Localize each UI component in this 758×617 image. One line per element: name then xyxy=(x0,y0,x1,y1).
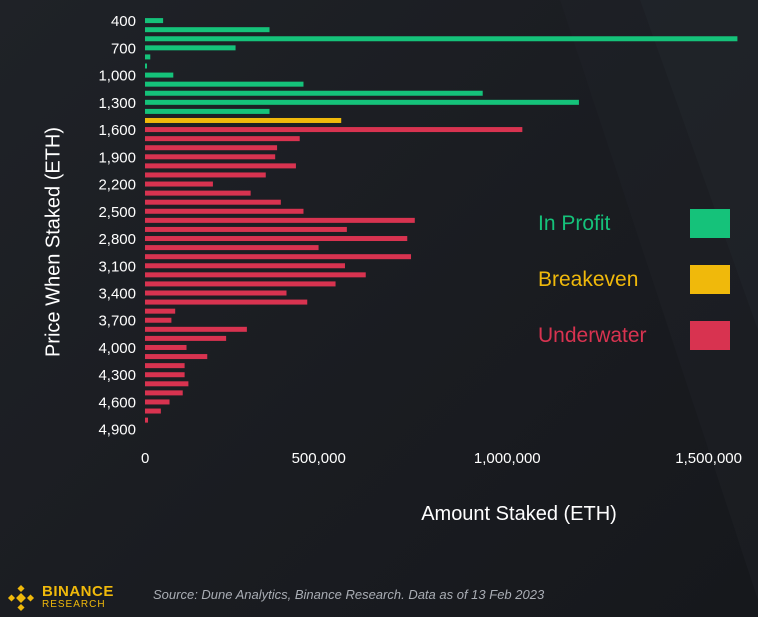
legend-label: Breakeven xyxy=(538,268,638,291)
binance-research-logo: BINANCE RESEARCH xyxy=(6,584,136,612)
bar-2500 xyxy=(145,208,304,214)
bar-3100 xyxy=(145,263,345,269)
bar-2400 xyxy=(145,199,281,205)
y-tick-label: 1,300 xyxy=(98,95,136,112)
bar-1700 xyxy=(145,136,300,142)
y-tick-label: 1,000 xyxy=(98,68,136,85)
y-tick-label: 1,900 xyxy=(98,149,136,166)
bar-2700 xyxy=(145,226,347,232)
y-tick-label: 400 xyxy=(111,13,136,30)
legend-swatch xyxy=(690,265,730,294)
bar-2200 xyxy=(145,181,213,187)
bar-500 xyxy=(145,27,270,33)
y-tick-label: 700 xyxy=(111,40,136,57)
y-tick-label: 2,500 xyxy=(98,204,136,221)
bar-3300 xyxy=(145,281,336,287)
y-tick-label: 4,300 xyxy=(98,367,136,384)
bar-4500 xyxy=(145,390,183,396)
bar-4200 xyxy=(145,363,185,369)
bar-3700 xyxy=(145,317,172,323)
y-tick-label: 3,700 xyxy=(98,313,136,330)
bar-600 xyxy=(145,36,738,42)
bar-700 xyxy=(145,45,236,51)
source-note: Source: Dune Analytics, Binance Research… xyxy=(153,587,545,602)
x-tick-label: 500,000 xyxy=(292,450,346,467)
y-tick-label: 2,200 xyxy=(98,177,136,194)
bar-3400 xyxy=(145,290,287,296)
bar-1900 xyxy=(145,154,276,160)
bar-4600 xyxy=(145,399,170,405)
bar-1500 xyxy=(145,117,342,123)
bar-4400 xyxy=(145,381,189,387)
x-tick-label: 1,500,000 xyxy=(675,450,742,467)
bar-2800 xyxy=(145,236,408,242)
bar-1800 xyxy=(145,145,278,151)
y-tick-label: 3,100 xyxy=(98,258,136,275)
bar-3500 xyxy=(145,299,308,305)
y-axis-tick-labels: 400 700 1,000 1,300 1,600 1,900 2,200 2,500 2,80… xyxy=(98,13,136,439)
legend-swatch xyxy=(690,321,730,350)
y-tick-label: 3,400 xyxy=(98,286,136,303)
y-tick-label: 4,900 xyxy=(98,422,136,439)
bar-2100 xyxy=(145,172,266,178)
x-axis-title: Amount Staked (ETH) xyxy=(421,503,617,525)
bar-1300 xyxy=(145,99,579,105)
bar-4800 xyxy=(145,417,149,423)
bar-4300 xyxy=(145,372,185,378)
y-tick-label: 2,800 xyxy=(98,231,136,248)
bar-1400 xyxy=(145,108,270,114)
bar-4700 xyxy=(145,408,161,414)
bar-1100 xyxy=(145,81,304,87)
binance-diamond-icon xyxy=(7,584,35,612)
bar-900 xyxy=(145,63,147,69)
bar-800 xyxy=(145,54,151,60)
bar-4100 xyxy=(145,354,208,360)
bar-2000 xyxy=(145,163,296,169)
y-tick-label: 4,600 xyxy=(98,394,136,411)
bar-3900 xyxy=(145,335,227,341)
brand-subtitle: RESEARCH xyxy=(42,599,106,610)
x-tick-label: 1,000,000 xyxy=(474,450,541,467)
bar-2900 xyxy=(145,245,319,251)
y-axis-title: Price When Staked (ETH) xyxy=(42,127,64,357)
y-tick-label: 1,600 xyxy=(98,122,136,139)
bar-3800 xyxy=(145,326,247,332)
bar-3200 xyxy=(145,272,366,278)
y-tick-label: 4,000 xyxy=(98,340,136,357)
bar-3000 xyxy=(145,254,412,260)
bar-3600 xyxy=(145,308,176,314)
legend: In Profit Breakeven Underwater xyxy=(538,209,730,350)
bar-series xyxy=(145,18,738,423)
bar-4000 xyxy=(145,344,187,350)
bar-1600 xyxy=(145,127,523,133)
legend-label: Underwater xyxy=(538,324,647,347)
legend-label: In Profit xyxy=(538,212,611,235)
legend-swatch xyxy=(690,209,730,238)
bar-400 xyxy=(145,18,164,24)
bar-2300 xyxy=(145,190,251,196)
brand-name: BINANCE xyxy=(42,583,114,600)
bar-2600 xyxy=(145,217,415,223)
bar-1200 xyxy=(145,90,483,96)
bar-1000 xyxy=(145,72,174,78)
x-axis-tick-labels: 0 500,000 1,000,000 1,500,000 xyxy=(141,450,742,467)
x-tick-label: 0 xyxy=(141,450,149,467)
